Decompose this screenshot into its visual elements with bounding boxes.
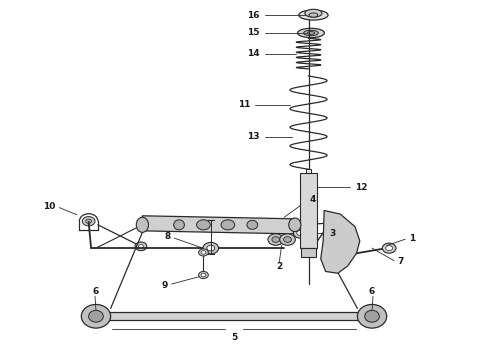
- Polygon shape: [143, 216, 294, 234]
- Circle shape: [294, 228, 307, 238]
- Circle shape: [139, 244, 144, 248]
- Bar: [306, 169, 311, 194]
- Circle shape: [329, 214, 339, 221]
- Circle shape: [284, 237, 292, 242]
- Ellipse shape: [305, 9, 322, 17]
- Circle shape: [337, 246, 343, 251]
- Polygon shape: [321, 211, 360, 273]
- Text: 9: 9: [162, 280, 168, 289]
- Text: 12: 12: [355, 183, 368, 192]
- Ellipse shape: [307, 32, 315, 35]
- Ellipse shape: [309, 13, 318, 17]
- Circle shape: [198, 271, 208, 279]
- Ellipse shape: [196, 220, 210, 230]
- Bar: [96, 312, 372, 320]
- Circle shape: [207, 245, 215, 251]
- Circle shape: [333, 243, 347, 253]
- Ellipse shape: [365, 310, 379, 322]
- Ellipse shape: [299, 10, 328, 20]
- Circle shape: [382, 243, 396, 253]
- Text: 1: 1: [409, 234, 415, 243]
- Bar: [301, 248, 316, 257]
- Text: 7: 7: [397, 257, 404, 266]
- Ellipse shape: [136, 217, 148, 232]
- Text: 2: 2: [276, 262, 282, 271]
- Circle shape: [203, 242, 219, 254]
- Text: 11: 11: [238, 100, 251, 109]
- Ellipse shape: [221, 220, 235, 230]
- Circle shape: [386, 246, 392, 251]
- Ellipse shape: [173, 220, 184, 230]
- Text: 6: 6: [369, 287, 375, 296]
- Circle shape: [86, 219, 92, 224]
- Ellipse shape: [81, 305, 111, 328]
- Bar: [300, 173, 318, 248]
- Circle shape: [201, 273, 206, 277]
- Text: 8: 8: [165, 232, 171, 241]
- Circle shape: [297, 230, 304, 235]
- Circle shape: [280, 234, 295, 245]
- Circle shape: [139, 222, 146, 227]
- Ellipse shape: [247, 220, 258, 229]
- Circle shape: [82, 217, 95, 226]
- Ellipse shape: [289, 218, 301, 231]
- Circle shape: [198, 249, 208, 256]
- Text: 13: 13: [247, 132, 260, 141]
- Text: 16: 16: [247, 10, 260, 19]
- Text: 10: 10: [43, 202, 55, 211]
- Ellipse shape: [304, 30, 318, 36]
- Circle shape: [201, 251, 206, 254]
- Text: 5: 5: [231, 333, 237, 342]
- Ellipse shape: [357, 305, 387, 328]
- Ellipse shape: [89, 310, 103, 322]
- Circle shape: [272, 237, 280, 242]
- Ellipse shape: [297, 28, 324, 38]
- Text: 15: 15: [247, 28, 260, 37]
- Circle shape: [268, 234, 284, 245]
- Text: 6: 6: [93, 287, 99, 296]
- Text: 14: 14: [247, 49, 260, 58]
- Text: 3: 3: [329, 229, 335, 238]
- Circle shape: [305, 250, 313, 256]
- Text: 4: 4: [310, 195, 316, 204]
- Circle shape: [135, 242, 147, 251]
